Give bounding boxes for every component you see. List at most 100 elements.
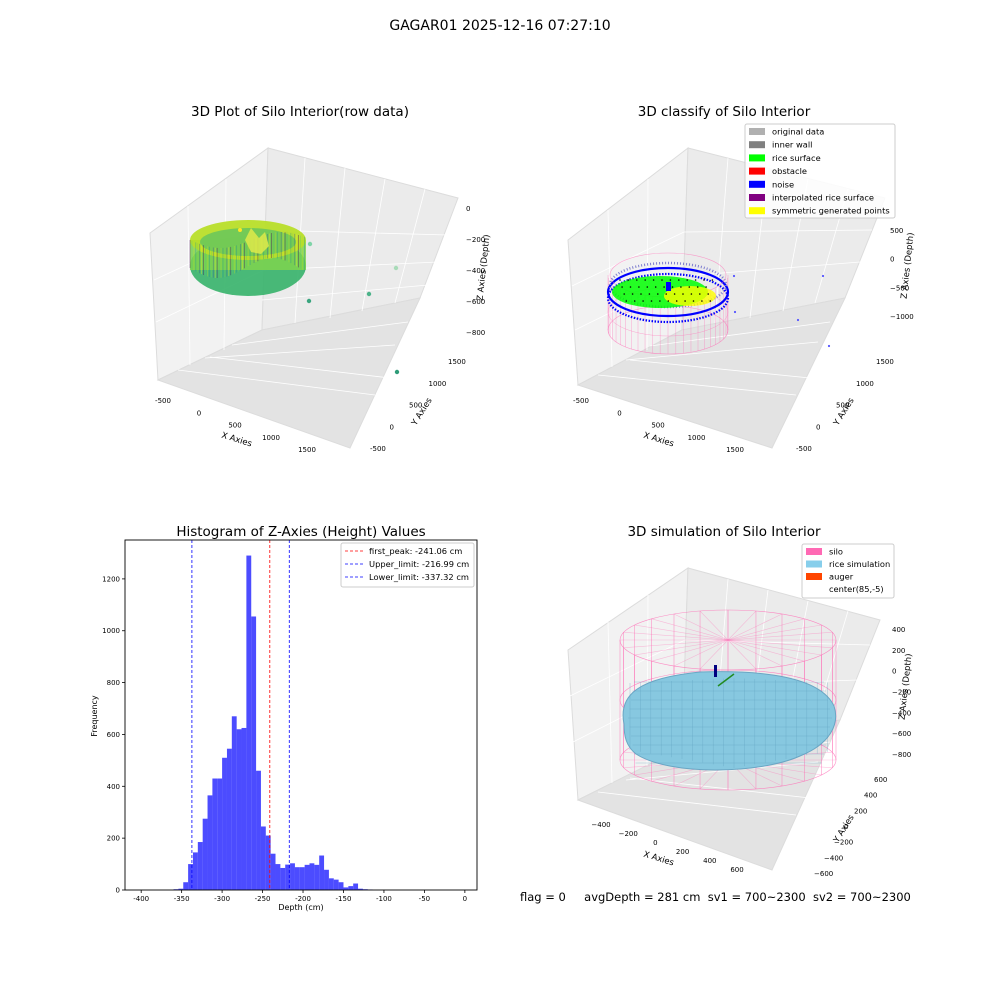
x-tick-label: 500 (651, 422, 664, 430)
legend-label: Lower_limit: -337.32 cm (369, 572, 469, 582)
z-tick-label: −200 (466, 236, 485, 244)
x-tick-label: 500 (228, 422, 241, 430)
x-tick-label: −200 (619, 830, 638, 838)
histogram-bar (212, 778, 218, 890)
legend-swatch (749, 167, 765, 175)
histogram-title: Histogram of Z-Axies (Height) Values (176, 524, 425, 540)
x-axis-label: Depth (cm) (278, 903, 323, 912)
legend-swatch (806, 585, 822, 593)
y-tick-label: 500 (836, 402, 849, 410)
y-tick-label: 600 (107, 731, 120, 739)
histogram-bar (197, 842, 203, 890)
histogram-bar (353, 883, 359, 890)
x-tick-label: -350 (174, 895, 190, 903)
histogram-bar (188, 864, 193, 890)
noise-point (827, 344, 831, 348)
outlier-point (307, 241, 313, 247)
y-tick-label: 800 (107, 679, 120, 687)
noise-point (733, 310, 737, 314)
legend-swatch (749, 128, 765, 135)
x-tick-label: 1500 (726, 446, 744, 454)
noise-points (732, 274, 831, 348)
y-tick-label: 1500 (448, 358, 466, 366)
noise-point (821, 274, 825, 278)
z-tick-label: −400 (466, 267, 485, 275)
y-tick-label: 1000 (856, 380, 874, 388)
z-tick-label: −800 (466, 329, 485, 337)
x-tick-label: 0 (463, 895, 467, 903)
histogram-bar (178, 888, 184, 890)
z-tick-label: 200 (892, 647, 905, 655)
histogram-bar (256, 770, 261, 890)
histogram-bar (319, 855, 325, 890)
histogram-bar (251, 616, 257, 890)
histogram-bar (343, 887, 349, 890)
z-tick-label: 0 (466, 205, 470, 213)
y-axis-label: Frequency (90, 695, 99, 737)
z-tick-label: −1000 (890, 313, 914, 321)
x-tick-label: -100 (376, 895, 392, 903)
z-axis-label: Z Axies (Depth) (898, 653, 915, 720)
legend-swatch (749, 194, 765, 201)
panel-classify-3d-title: 3D classify of Silo Interior (638, 104, 811, 120)
legend-swatch (749, 180, 765, 188)
histogram-bar (304, 864, 310, 890)
histogram-bar (265, 835, 271, 890)
histogram-bar (333, 879, 339, 890)
histogram-bar (246, 555, 252, 890)
legend-swatch (749, 207, 765, 215)
x-tick-label: 1000 (262, 434, 280, 442)
z-axis-label: Z Axies (Depth) (476, 234, 493, 301)
z-axis-ticks: 400 200 0 −200 −400 −600 −800 (892, 626, 911, 759)
histogram-bar (314, 864, 320, 890)
x-axis-label: X Axies (642, 431, 675, 450)
x-tick-label: −400 (591, 821, 610, 829)
y-tick-label: −200 (834, 839, 853, 847)
histogram-bar (324, 869, 329, 890)
legend-label: noise (772, 179, 794, 189)
x-axis-label: X Axies (642, 850, 675, 869)
legend-label: original data (772, 127, 824, 137)
histogram-bar (231, 716, 237, 890)
rice-point-cloud (189, 220, 306, 296)
x-tick-label: -300 (214, 895, 230, 903)
panel-simulation-3d: 3D simulation of Silo Interior −400 −200 0… (567, 524, 915, 878)
outlier-point (393, 265, 399, 271)
y-tick-label: 1000 (102, 627, 120, 635)
histogram-bar (202, 818, 208, 890)
rice-simulation-surface (622, 671, 837, 771)
y-axis-ticks: 600 400 200 0 −200 −400 −600 (814, 776, 887, 878)
x-tick-label: -500 (573, 397, 589, 405)
y-tick-label: 200 (107, 835, 120, 843)
histogram-bar (207, 795, 213, 890)
x-tick-label: 1000 (688, 434, 706, 442)
y-tick-label: −400 (824, 854, 843, 862)
histogram-bar (236, 729, 242, 890)
histogram-bar (309, 863, 315, 890)
y-tick-label: 1000 (429, 380, 447, 388)
y-tick-label: 500 (409, 402, 422, 410)
z-tick-label: 0 (890, 256, 894, 264)
noise-point (732, 274, 736, 278)
classify-legend: original data inner wall rice surface obsta… (744, 123, 896, 219)
outlier-point (306, 298, 312, 304)
outlier-points (306, 241, 400, 375)
y-tick-label: 0 (390, 423, 394, 431)
y-tick-label: 1500 (876, 358, 894, 366)
x-tick-label: -200 (295, 895, 311, 903)
y-tick-label: 1200 (102, 575, 120, 583)
histogram-bar (299, 867, 305, 890)
x-tick-label: -50 (419, 895, 430, 903)
histogram-bar (222, 757, 227, 890)
x-axis-label: X Axies (220, 431, 253, 450)
histogram-bar (285, 864, 291, 890)
x-tick-label: -150 (336, 895, 352, 903)
y-tick-label: 600 (874, 776, 887, 784)
z-axis-label: Z Axies (Depth) (900, 232, 917, 299)
x-tick-label: 600 (730, 866, 743, 874)
panel-raw-3d: 3D Plot of Silo Interior(row data) -500 0… (149, 104, 493, 454)
simulation-title: 3D simulation of Silo Interior (627, 524, 821, 540)
x-tick-label: 1500 (298, 446, 316, 454)
y-axis-ticks: -500 0 500 1000 1500 (370, 358, 466, 453)
histogram-bar (338, 882, 344, 890)
